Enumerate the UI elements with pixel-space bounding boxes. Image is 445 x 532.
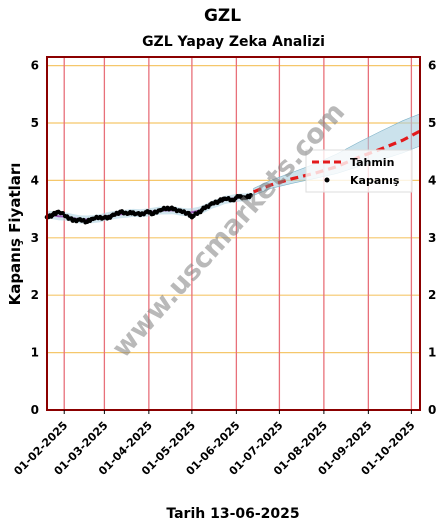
y-tick-label: 3	[31, 231, 39, 245]
legend-label-forecast: Tahmin	[350, 156, 394, 169]
y-tick-label-right: 0	[428, 403, 436, 417]
grid	[47, 57, 420, 411]
legend: Tahmin Kapanış	[305, 149, 413, 193]
y-axis-left: 0 1 2 3 4 5 6	[31, 59, 39, 417]
watermark: www.uscmarkets.com	[106, 97, 351, 364]
forecast-line	[252, 129, 421, 194]
chart-title: GZL Yapay Zeka Analizi	[142, 34, 325, 50]
plot-frame	[46, 56, 421, 411]
legend-swatch-close	[324, 177, 330, 183]
y-tick-label-right: 1	[428, 346, 436, 360]
y-axis-label: Kapanış Fiyatları	[6, 163, 24, 306]
y-tick-label: 6	[31, 59, 39, 73]
y-axis-right: 0 1 2 3 4 5 6	[428, 59, 436, 417]
y-tick-label: 1	[31, 346, 39, 360]
x-axis: 01-02-202501-03-202501-04-202501-05-2025…	[11, 410, 418, 478]
close-point-interp	[60, 210, 65, 216]
close-point	[248, 193, 254, 198]
y-tick-label: 0	[31, 403, 39, 417]
chart-suptitle: GZL	[203, 6, 242, 26]
x-axis-footer: Tarih 13-06-2025	[166, 506, 300, 522]
close-points	[44, 193, 254, 225]
y-tick-label-right: 4	[428, 173, 436, 187]
y-tick-label-right: 5	[428, 116, 436, 130]
y-tick-label: 5	[31, 116, 39, 130]
y-tick-label-right: 2	[428, 288, 436, 302]
y-tick-label-right: 3	[428, 231, 436, 245]
legend-label-close: Kapanış	[350, 174, 400, 187]
y-tick-label: 4	[31, 173, 39, 187]
series	[44, 129, 421, 225]
y-tick-label: 2	[31, 288, 39, 302]
y-tick-label-right: 6	[428, 59, 436, 73]
legend-box	[305, 149, 413, 193]
